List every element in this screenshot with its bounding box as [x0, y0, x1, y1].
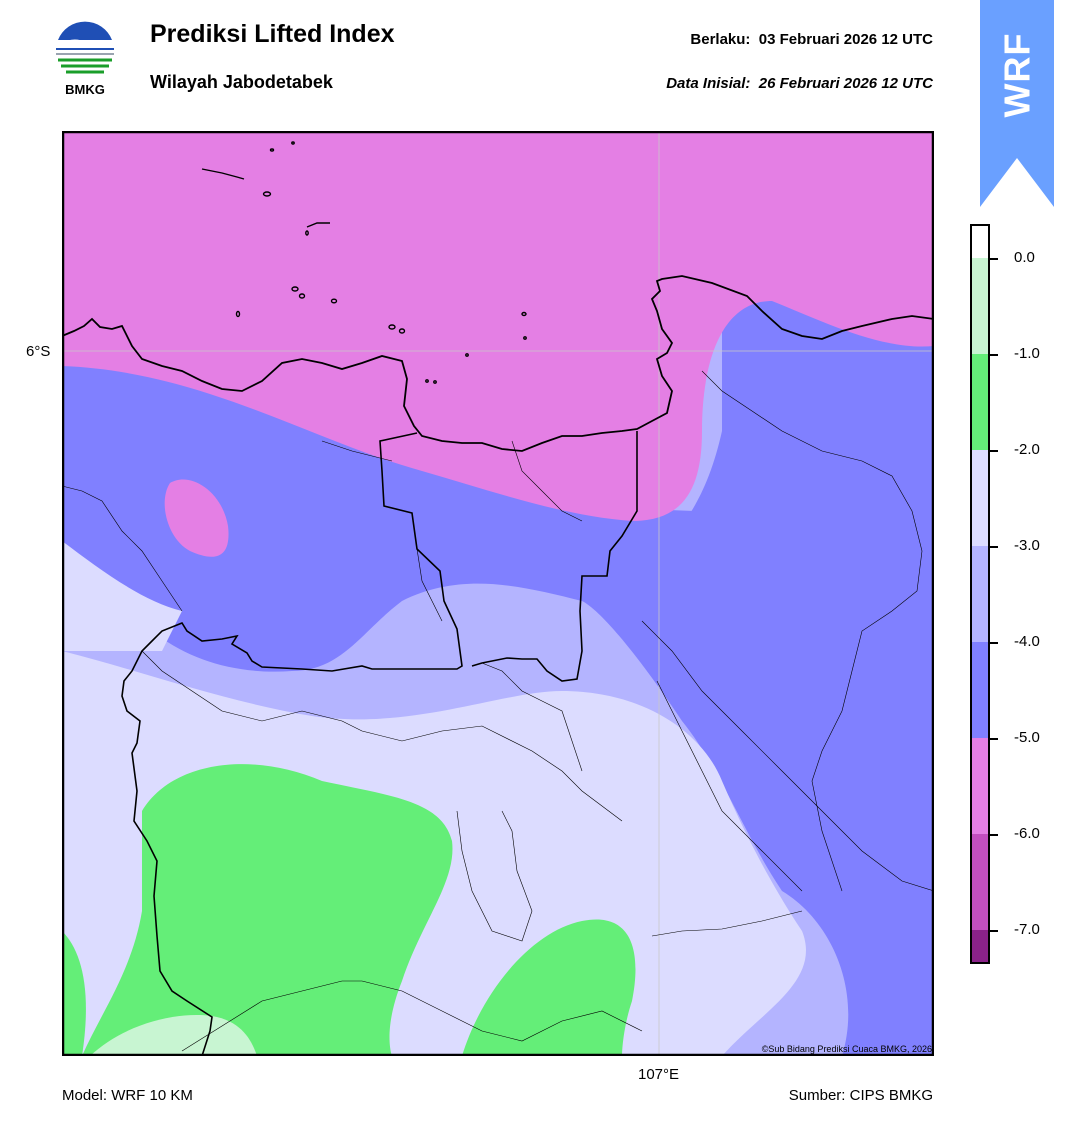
lon-label: 107°E	[638, 1066, 680, 1083]
colorbar-tick-mark	[990, 930, 998, 932]
valid-time: Berlaku: 03 Februari 2026 12 UTC	[690, 31, 933, 48]
zone-0-to-minus1	[90, 1015, 257, 1056]
district-borders	[62, 370, 934, 1052]
zone-minus5-blob	[164, 479, 229, 557]
page-subtitle: Wilayah Jabodetabek	[150, 72, 333, 92]
lat-label: 6°S	[26, 343, 51, 360]
colorbar-tick-mark	[990, 546, 998, 548]
colorbar-tick-label: -6.0	[1014, 825, 1040, 842]
model-label: Model: WRF 10 KM	[62, 1087, 193, 1104]
zone-minus1-to-minus2-south	[462, 919, 636, 1056]
colorbar	[970, 224, 990, 964]
colorbar-tick-label: -5.0	[1014, 729, 1040, 746]
colorbar-tick-label: -7.0	[1014, 921, 1040, 938]
colorbar-tick-mark	[990, 738, 998, 740]
province-border-east	[471, 431, 638, 682]
thousand-islands	[201, 141, 527, 384]
colorbar-tick-label: -2.0	[1014, 441, 1040, 458]
colorbar-tick-mark	[990, 258, 998, 260]
cbar-band-minus3-to-minus4	[970, 546, 990, 642]
cbar-band-above-0	[970, 224, 990, 258]
zone-minus2-west	[62, 541, 182, 651]
province-border-west	[121, 432, 463, 1056]
cbar-band-0-to-minus1	[970, 258, 990, 354]
init-time: Data Inisial: 26 Februari 2026 12 UTC	[666, 75, 933, 92]
coastline	[62, 275, 934, 452]
cbar-band-below-minus7	[970, 930, 990, 964]
zone-minus1-to-minus2-west	[82, 764, 453, 1056]
zone-minus5-to-minus6	[62, 131, 934, 521]
colorbar-tick-mark	[990, 642, 998, 644]
colorbar-tick-mark	[990, 450, 998, 452]
colorbar-tick-label: -3.0	[1014, 537, 1040, 554]
colorbar-tick-mark	[990, 834, 998, 836]
colorbar-tick-label: -4.0	[1014, 633, 1040, 650]
cbar-band-minus1-to-minus2	[970, 354, 990, 450]
lifted-index-map	[62, 131, 934, 1056]
colorbar-tick-mark	[990, 354, 998, 356]
cbar-band-minus4-to-minus5	[970, 642, 990, 738]
colorbar-tick-label: -1.0	[1014, 345, 1040, 362]
colorbar-tick-label: 0.0	[1014, 249, 1035, 266]
wrf-badge-text: WRF	[996, 32, 1037, 118]
cbar-band-minus2-to-minus3	[970, 450, 990, 546]
logo-text: BMKG	[65, 82, 105, 97]
cbar-band-minus5-to-minus6	[970, 738, 990, 834]
copyright-text: ©Sub Bidang Prediksi Cuaca BMKG, 2026	[761, 1044, 932, 1054]
map-frame	[62, 131, 934, 1056]
wrf-badge: WRF	[980, 0, 1054, 210]
source-label: Sumber: CIPS BMKG	[788, 1087, 933, 1104]
zone-minus1-west-edge	[62, 931, 86, 1056]
page-title: Prediksi Lifted Index	[150, 20, 395, 48]
bmkg-logo: BMKG	[52, 20, 118, 102]
cbar-band-minus6-to-minus7	[970, 834, 990, 930]
